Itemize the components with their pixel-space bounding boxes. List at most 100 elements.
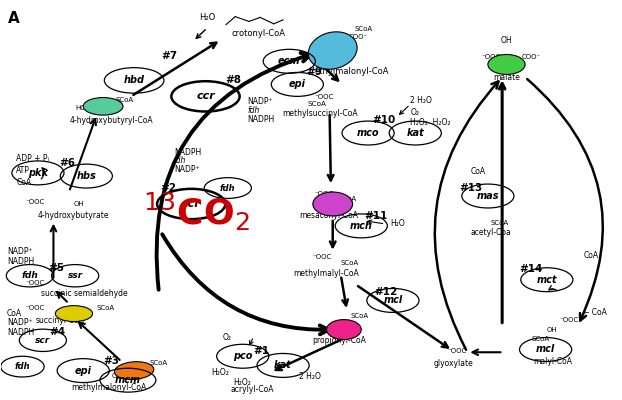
Text: SCoA: SCoA [308,100,327,106]
Ellipse shape [309,32,357,69]
Text: NADPH: NADPH [7,328,34,337]
Text: ⁻OOC: ⁻OOC [26,199,45,205]
Text: mcm: mcm [115,375,141,385]
Text: ecm: ecm [278,56,300,66]
Text: SCoA: SCoA [491,220,509,226]
Text: pkk: pkk [28,168,48,178]
Text: ethylmalonyl-CoA: ethylmalonyl-CoA [314,67,389,76]
Text: pco: pco [233,351,253,361]
Text: epi: epi [289,80,306,90]
Text: SCoA: SCoA [355,26,373,32]
Text: H₂O₂  H₂O₂: H₂O₂ H₂O₂ [411,118,451,127]
Text: crotonyl-CoA: crotonyl-CoA [231,29,285,38]
Text: kat: kat [406,128,424,138]
Text: ⁻OOC: ⁻OOC [448,348,466,354]
Text: fdh: fdh [248,106,260,115]
Text: acrylyl-CoA: acrylyl-CoA [230,385,274,394]
Text: #10: #10 [373,115,396,125]
Text: O₂: O₂ [411,108,419,117]
Text: #12: #12 [374,288,397,298]
Text: hbs: hbs [77,171,96,181]
Text: #1: #1 [253,346,269,356]
Text: CoA: CoA [7,309,22,318]
Text: ⁻OOC: ⁻OOC [312,254,332,260]
Text: fdh: fdh [220,184,236,192]
Text: SCoA: SCoA [531,336,549,342]
Text: H₂O: H₂O [391,220,405,228]
Ellipse shape [327,320,361,340]
Text: #6: #6 [60,158,76,168]
Text: H₂O: H₂O [199,13,215,22]
Text: malyl-CoA: malyl-CoA [534,357,572,366]
Ellipse shape [313,192,353,216]
Text: propionyl-CoA: propionyl-CoA [312,336,366,345]
Ellipse shape [488,54,525,74]
Text: 2 H₂O: 2 H₂O [299,372,320,381]
Text: O₂: O₂ [223,333,232,342]
Text: SCoA: SCoA [97,306,115,312]
Text: ssr: ssr [68,271,83,280]
Text: $^{13}$CO$_2$: $^{13}$CO$_2$ [143,191,249,233]
Text: ⁻OOC: ⁻OOC [26,306,45,312]
Text: glyoxylate: glyoxylate [434,359,473,368]
Text: COO⁻: COO⁻ [348,34,368,40]
Text: 4-hydroxybutyryl-CoA: 4-hydroxybutyryl-CoA [69,116,153,125]
Text: #5: #5 [49,263,65,273]
Text: H₂O₂: H₂O₂ [233,378,251,387]
Text: succinic semialdehyde: succinic semialdehyde [41,289,128,298]
Text: #3: #3 [103,356,119,366]
Text: ⁻OOC: ⁻OOC [481,54,501,60]
Text: SCoA: SCoA [339,196,357,202]
Text: fdh: fdh [22,271,38,280]
Text: mas: mas [476,191,499,201]
Text: kat: kat [274,360,292,370]
Text: fdh: fdh [14,362,30,371]
Text: NADP⁺: NADP⁺ [7,318,32,327]
Text: NADPH: NADPH [7,257,34,266]
Text: A: A [8,11,20,26]
Text: ← CoA: ← CoA [583,308,606,317]
Text: mco: mco [357,128,379,138]
Text: SCoA: SCoA [341,260,359,266]
Text: #13: #13 [460,183,483,193]
Text: epi: epi [75,366,91,376]
Text: mch: mch [350,221,373,231]
Text: 4-hydroxybutyrate: 4-hydroxybutyrate [38,211,109,220]
Text: COO⁻: COO⁻ [522,54,541,60]
Text: #7: #7 [162,51,177,61]
Text: ⁻OOC: ⁻OOC [314,94,333,100]
Text: mct: mct [537,275,557,285]
Text: hbd: hbd [124,76,145,86]
Text: OH: OH [74,201,85,207]
Text: methylsuccinyl-CoA: methylsuccinyl-CoA [282,109,358,118]
Text: scr: scr [35,336,50,345]
Text: fdh: fdh [173,156,185,166]
Text: ⁻OOC: ⁻OOC [559,316,578,322]
Text: NADP⁺: NADP⁺ [7,247,32,256]
Text: OH: OH [501,36,513,45]
Text: NADPH: NADPH [248,115,275,124]
Text: SCoA: SCoA [116,97,134,103]
Text: CoA: CoA [584,250,599,260]
Text: HO: HO [75,105,86,111]
Text: CoA: CoA [471,167,486,176]
Text: ATP: ATP [16,166,30,175]
Text: 2 H₂O: 2 H₂O [411,96,432,105]
Text: ⁻OOC: ⁻OOC [26,280,45,286]
Text: acetyl-Coa: acetyl-Coa [471,228,511,237]
Text: NADP⁺: NADP⁺ [174,165,200,174]
Text: methylmalonyl-CoA: methylmalonyl-CoA [72,383,147,392]
Text: NADP⁺: NADP⁺ [248,97,273,106]
Text: ccr: ccr [182,199,201,209]
Text: succinyl-CoA: succinyl-CoA [35,316,84,325]
Text: H₂O₂: H₂O₂ [211,368,230,377]
Text: ADP + Pᵢ: ADP + Pᵢ [16,154,49,163]
Ellipse shape [55,306,93,322]
Text: ccr: ccr [196,91,215,101]
Text: NADPH: NADPH [174,148,202,157]
Text: #9: #9 [306,68,322,78]
Text: ⁻OOC: ⁻OOC [314,191,333,197]
Text: #4: #4 [50,327,66,337]
Text: SCoA: SCoA [150,360,168,366]
Text: #2: #2 [160,183,176,193]
